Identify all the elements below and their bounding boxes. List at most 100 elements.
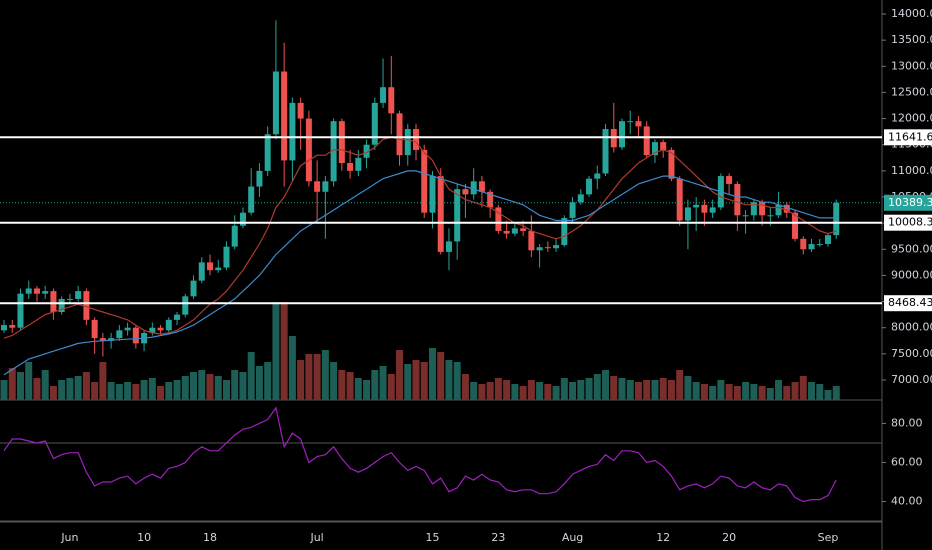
- volume-bar: [173, 380, 181, 400]
- candle-body: [684, 207, 691, 221]
- x-tick-label: 18: [203, 531, 217, 544]
- volume-bar: [527, 380, 535, 400]
- candle-body: [231, 225, 238, 247]
- volume-bar: [783, 386, 791, 400]
- volume-bar: [206, 374, 214, 400]
- candle-body: [503, 230, 510, 234]
- volume-bar: [511, 384, 519, 400]
- candle-body: [388, 87, 395, 114]
- x-tick-label: Aug: [562, 531, 583, 544]
- candle-body: [50, 291, 57, 313]
- volume-bar: [634, 382, 642, 400]
- candle-body: [42, 291, 49, 294]
- volume-bar: [288, 336, 296, 400]
- volume-bar: [593, 374, 601, 400]
- candle-body: [338, 121, 345, 164]
- candle-body: [429, 176, 436, 213]
- x-tick-label: Jun: [60, 531, 78, 544]
- volume-bar: [725, 384, 733, 400]
- volume-bar: [338, 370, 346, 400]
- candle-body: [462, 189, 469, 195]
- candle-body: [445, 241, 452, 252]
- volume-bar: [255, 366, 263, 400]
- volume-bar: [49, 386, 57, 400]
- candle-body: [83, 291, 90, 320]
- x-tick-label: 15: [425, 531, 439, 544]
- volume-bar: [610, 376, 618, 400]
- x-tick-label: 20: [722, 531, 736, 544]
- candle-body: [297, 102, 304, 119]
- candle-body: [660, 142, 667, 150]
- volume-bar: [766, 388, 774, 400]
- candle-body: [322, 181, 329, 192]
- volume-bar: [717, 380, 725, 400]
- volume-bar: [132, 384, 140, 400]
- volume-bar: [733, 386, 741, 400]
- volume-bar: [544, 384, 552, 400]
- candle-body: [108, 338, 115, 341]
- volume-bar: [157, 386, 165, 400]
- candle-body: [190, 280, 197, 297]
- volume-bar: [115, 384, 123, 400]
- candle-body: [248, 186, 255, 213]
- x-tick-label: 12: [656, 531, 670, 544]
- volume-bar: [99, 362, 107, 400]
- candle-body: [207, 262, 213, 271]
- candle-body: [215, 267, 222, 271]
- volume-bar: [750, 384, 758, 400]
- volume-bar: [676, 370, 684, 400]
- y-tick-label: 9000.00: [891, 268, 932, 281]
- volume-bar: [420, 362, 428, 400]
- x-tick-label: 10: [137, 531, 151, 544]
- candle-body: [437, 176, 444, 252]
- volume-bar: [404, 364, 412, 400]
- volume-bar: [198, 370, 206, 400]
- volume-bar: [8, 368, 16, 400]
- level-label: 8468.43: [888, 296, 932, 309]
- candle-body: [561, 217, 568, 246]
- candle-body: [363, 144, 370, 158]
- candle-body: [586, 178, 593, 195]
- candle-body: [734, 183, 741, 216]
- level-label-box: [884, 214, 932, 231]
- candle-body: [165, 319, 172, 331]
- candle-body: [478, 181, 485, 192]
- volume-bar: [33, 378, 41, 400]
- volume-bar: [536, 382, 544, 400]
- candle-body: [726, 176, 733, 184]
- volume-bar: [313, 354, 321, 400]
- volume-bar: [214, 376, 222, 400]
- candle-body: [643, 126, 650, 156]
- volume-bar: [824, 390, 832, 400]
- candle-body: [783, 204, 790, 213]
- last-price-label: 10389.30: [888, 196, 932, 209]
- y-tick-label: 11000.00: [891, 164, 932, 177]
- candle-body: [602, 129, 609, 174]
- volume-bar: [165, 382, 173, 400]
- candle-body: [58, 298, 65, 313]
- candle-body: [454, 189, 461, 242]
- candle-body: [355, 157, 362, 171]
- volume-bar: [799, 376, 807, 400]
- volume-bar: [569, 382, 577, 400]
- volume-bar: [107, 382, 115, 400]
- volume-bar: [643, 380, 651, 400]
- candle-body: [569, 202, 576, 218]
- candle-body: [1, 325, 7, 331]
- candle-body: [75, 291, 82, 299]
- level-label: 11641.64: [888, 130, 932, 143]
- volume-bar: [445, 360, 453, 400]
- volume-bar: [25, 362, 33, 400]
- volume-bar: [297, 360, 305, 400]
- candle-body: [256, 170, 263, 187]
- y-tick-label: 8000.00: [891, 321, 932, 334]
- volume-bar: [396, 350, 404, 400]
- candle-body: [132, 327, 139, 344]
- volume-bar: [222, 380, 230, 400]
- candle-body: [775, 204, 782, 216]
- y-tick-label: 12000.00: [891, 112, 932, 125]
- candle-body: [281, 71, 288, 161]
- volume-bar: [371, 370, 379, 400]
- candle-body: [33, 288, 40, 294]
